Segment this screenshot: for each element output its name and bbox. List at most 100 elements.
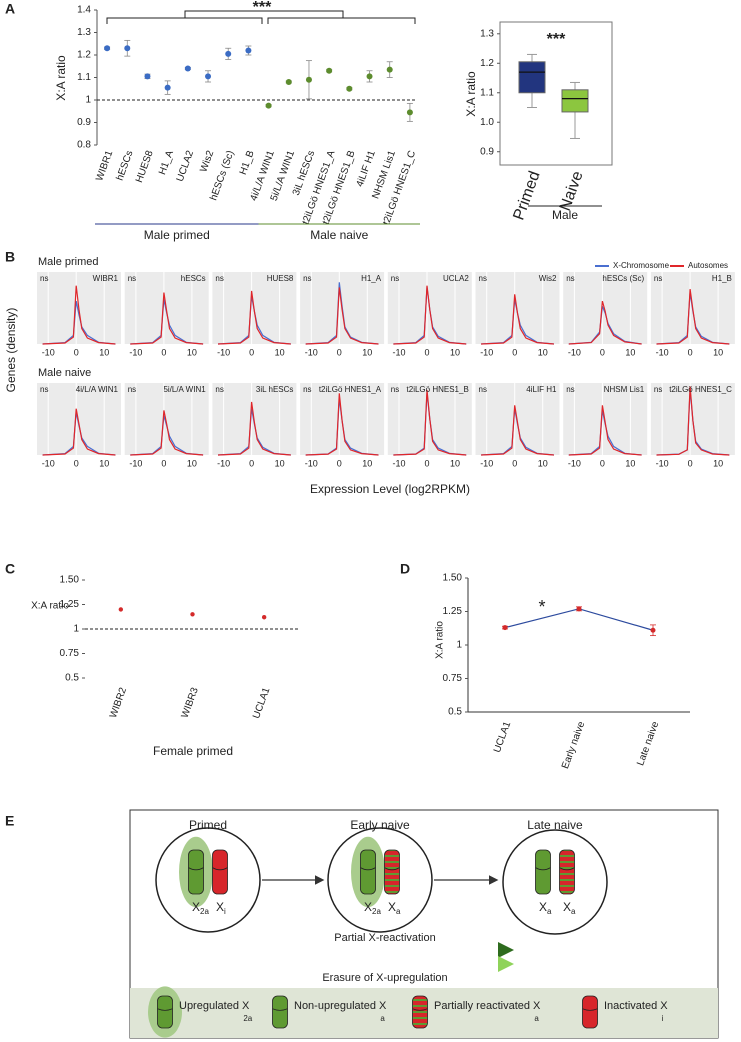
- x-tick-label: Early naive: [560, 720, 587, 771]
- facet-label: t2iLGö HNES1_B: [407, 385, 469, 394]
- facet-background: [37, 383, 121, 455]
- panel-letter: B: [5, 249, 15, 265]
- x-tick-label: 0: [249, 347, 254, 357]
- facet-label: 4iLIF H1: [526, 385, 557, 394]
- density-line: [42, 285, 116, 345]
- density-line: [42, 408, 116, 456]
- chromosome: [360, 849, 376, 895]
- legend-text: Non-upregulated X: [294, 1000, 387, 1012]
- facet-label: WIBR1: [93, 274, 119, 283]
- x-tick-label: -10: [129, 347, 142, 357]
- y-axis-label: Genes (density): [4, 308, 18, 393]
- dot: [245, 47, 252, 54]
- facet-label: 3iL hESCs: [256, 385, 294, 394]
- chromosome-label: Xi: [216, 900, 226, 916]
- state-title: Late naive: [527, 818, 583, 832]
- centromere: [157, 1008, 173, 1011]
- density-line: [42, 300, 116, 345]
- y-tick-label: 1.2: [480, 58, 494, 69]
- x-tick-label: 0: [512, 347, 517, 357]
- legend-sub: a: [534, 1014, 539, 1023]
- x-tick-label: 10: [362, 347, 372, 357]
- x-tick-label: 10: [450, 347, 460, 357]
- x-tick-label: 0: [424, 347, 429, 357]
- chromosome: [535, 849, 551, 895]
- y-axis-label: X:A ratio: [464, 71, 478, 117]
- chromosome-sub: a: [547, 907, 552, 916]
- panel-letter: D: [400, 561, 410, 577]
- facet-label: hESCs: [181, 274, 206, 283]
- x-tick-label: -10: [392, 347, 405, 357]
- facet-annotation: ns: [128, 385, 136, 394]
- x-tick-label: UCLA1: [251, 686, 273, 720]
- centromere: [559, 867, 575, 871]
- centromere: [212, 867, 228, 871]
- x-tick-label: H1_B: [238, 149, 257, 177]
- facet-label: UCLA2: [443, 274, 469, 283]
- x-tick-label: 10: [450, 458, 460, 468]
- chromosome: [412, 995, 428, 1029]
- chromosome: [212, 849, 228, 895]
- chromosome-label: X2a: [192, 900, 209, 916]
- centromere: [188, 867, 204, 871]
- chromosome: [384, 849, 400, 895]
- y-tick-label: 0.5: [65, 673, 79, 684]
- row-title: Male primed: [38, 256, 99, 268]
- x-tick-label: 10: [187, 458, 197, 468]
- density-line: [656, 386, 730, 456]
- annotation: ***: [547, 31, 566, 48]
- x-tick-label: -10: [568, 458, 581, 468]
- dot: [346, 85, 353, 92]
- centromere: [360, 867, 376, 871]
- facet-label: t2iLGö HNES1_C: [669, 385, 732, 394]
- facet-label: 5i/L/A WIN1: [163, 385, 206, 394]
- chromosome-label: Xa: [388, 900, 401, 916]
- y-tick-label: 0.75: [60, 648, 80, 659]
- y-tick-label: 1.25: [60, 599, 80, 610]
- x-tick-label: Wis2: [198, 149, 216, 174]
- density-line: [217, 290, 291, 345]
- y-tick-label: 1.1: [480, 87, 494, 98]
- panel-letter: A: [5, 1, 15, 17]
- legend-label: Autosomes: [688, 261, 728, 270]
- x-tick-label: 0: [600, 347, 605, 357]
- x-tick-label: 0: [337, 458, 342, 468]
- x-tick-label: -10: [568, 347, 581, 357]
- x-tick-label: 10: [625, 347, 635, 357]
- facet-annotation: ns: [566, 385, 574, 394]
- significance-bracket: [106, 10, 416, 24]
- legend-label: X-Chromosome: [613, 261, 670, 270]
- chromosome-label: Xa: [563, 900, 576, 916]
- x-tick-label: -10: [42, 458, 55, 468]
- x-tick-label: 0: [74, 458, 79, 468]
- dot: [164, 84, 171, 91]
- dot: [305, 76, 312, 83]
- x-tick-label: 10: [362, 458, 372, 468]
- y-tick-label: 1: [85, 95, 91, 106]
- x-tick-label: 0: [249, 458, 254, 468]
- dot: [104, 45, 111, 52]
- y-tick-label: 1.0: [480, 117, 494, 128]
- x-tick-label: Primed: [510, 169, 543, 222]
- dot: [406, 109, 413, 116]
- y-axis-label: X:A ratio: [31, 601, 69, 612]
- density-line: [217, 401, 291, 456]
- x-tick-label: 10: [275, 458, 285, 468]
- x-tick-label: -10: [656, 458, 669, 468]
- chromosome-sub: a: [396, 907, 401, 916]
- x-tick-label: 0: [424, 458, 429, 468]
- chromosome: [582, 995, 598, 1029]
- facet-label: H1_B: [712, 274, 732, 283]
- x-tick-label: 10: [625, 458, 635, 468]
- x-tick-label: 0: [161, 458, 166, 468]
- density-line: [130, 292, 204, 345]
- dot: [118, 607, 124, 612]
- facet-annotation: ns: [215, 385, 223, 394]
- chromosome-sub: a: [571, 907, 576, 916]
- x-tick-label: -10: [305, 347, 318, 357]
- legend-text: Inactivated X: [604, 1000, 668, 1012]
- x-tick-label: H1_A: [157, 149, 176, 177]
- facet-annotation: ns: [303, 274, 311, 283]
- y-tick-label: 1: [456, 640, 462, 651]
